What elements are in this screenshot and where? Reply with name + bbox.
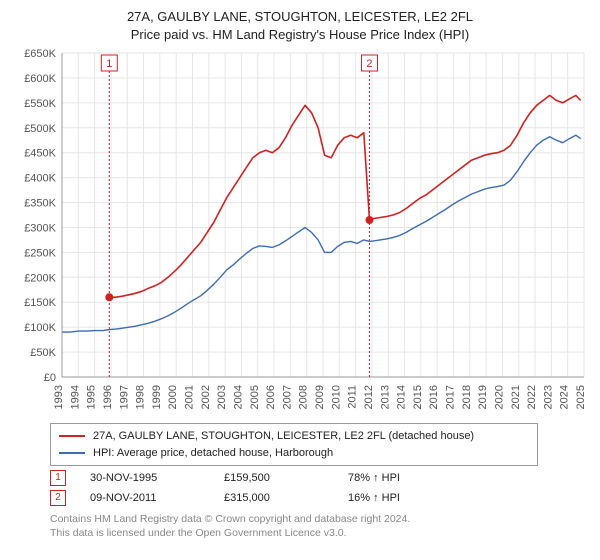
marker-pct-1: 78% ↑ HPI xyxy=(348,472,400,484)
svg-text:£500K: £500K xyxy=(24,123,56,135)
legend: 27A, GAULBY LANE, STOUGHTON, LEICESTER, … xyxy=(50,423,538,466)
svg-text:£650K: £650K xyxy=(24,48,56,60)
svg-text:1999: 1999 xyxy=(151,385,163,409)
marker-date-1: 30-NOV-1995 xyxy=(90,472,200,484)
footer-license: Contains HM Land Registry data © Crown c… xyxy=(50,512,590,540)
svg-text:2009: 2009 xyxy=(314,385,326,409)
svg-text:2025: 2025 xyxy=(575,385,587,409)
footer-line-1: Contains HM Land Registry data © Crown c… xyxy=(50,512,590,526)
svg-text:2016: 2016 xyxy=(428,385,440,409)
svg-text:2014: 2014 xyxy=(396,385,408,409)
svg-text:2: 2 xyxy=(366,58,372,70)
svg-text:£550K: £550K xyxy=(24,98,56,110)
legend-row-property: 27A, GAULBY LANE, STOUGHTON, LEICESTER, … xyxy=(59,428,529,445)
svg-text:£450K: £450K xyxy=(24,148,56,160)
svg-text:1997: 1997 xyxy=(118,385,130,409)
svg-text:2005: 2005 xyxy=(249,385,261,409)
svg-text:1993: 1993 xyxy=(53,385,65,409)
title-line-1: 27A, GAULBY LANE, STOUGHTON, LEICESTER, … xyxy=(10,8,590,26)
svg-text:2008: 2008 xyxy=(298,385,310,409)
svg-text:1994: 1994 xyxy=(69,385,81,409)
marker-pct-2: 16% ↑ HPI xyxy=(348,492,400,504)
svg-text:£300K: £300K xyxy=(24,223,56,235)
svg-text:1998: 1998 xyxy=(135,385,147,409)
svg-text:£0: £0 xyxy=(44,372,56,384)
legend-row-hpi: HPI: Average price, detached house, Harb… xyxy=(59,445,529,462)
svg-text:2022: 2022 xyxy=(526,385,538,409)
chart-title: 27A, GAULBY LANE, STOUGHTON, LEICESTER, … xyxy=(10,8,590,43)
svg-text:£100K: £100K xyxy=(24,322,56,334)
footer-line-2: This data is licensed under the Open Gov… xyxy=(50,526,590,540)
marker-num-2: 2 xyxy=(50,490,66,506)
svg-text:2010: 2010 xyxy=(330,385,342,409)
svg-text:2023: 2023 xyxy=(542,385,554,409)
svg-text:£200K: £200K xyxy=(24,272,56,284)
marker-row-1: 1 30-NOV-1995 £159,500 78% ↑ HPI xyxy=(50,470,590,486)
svg-text:2007: 2007 xyxy=(281,385,293,409)
chart-plot-area: £0 £50K £100K £150K £200K £250K £300K £350K £400… xyxy=(10,47,590,417)
svg-text:2015: 2015 xyxy=(412,385,424,409)
legend-swatch-hpi xyxy=(59,452,85,454)
svg-text:2021: 2021 xyxy=(510,385,522,409)
svg-text:1996: 1996 xyxy=(102,385,114,409)
legend-label-property: 27A, GAULBY LANE, STOUGHTON, LEICESTER, … xyxy=(93,428,474,445)
legend-label-hpi: HPI: Average price, detached house, Harb… xyxy=(93,445,333,462)
svg-text:2019: 2019 xyxy=(477,385,489,409)
svg-text:£600K: £600K xyxy=(24,73,56,85)
chart-container: 27A, GAULBY LANE, STOUGHTON, LEICESTER, … xyxy=(0,0,600,546)
svg-text:£250K: £250K xyxy=(24,247,56,259)
svg-text:2003: 2003 xyxy=(216,385,228,409)
sale-markers-table: 1 30-NOV-1995 £159,500 78% ↑ HPI 2 09-NO… xyxy=(50,470,590,506)
marker-num-1: 1 xyxy=(50,470,66,486)
svg-text:2013: 2013 xyxy=(379,385,391,409)
svg-text:£400K: £400K xyxy=(24,173,56,185)
svg-text:2020: 2020 xyxy=(493,385,505,409)
svg-text:2001: 2001 xyxy=(184,385,196,409)
marker-row-2: 2 09-NOV-2011 £315,000 16% ↑ HPI xyxy=(50,490,590,506)
legend-swatch-property xyxy=(59,435,85,437)
title-line-2: Price paid vs. HM Land Registry's House … xyxy=(10,26,590,44)
svg-text:2002: 2002 xyxy=(200,385,212,409)
svg-text:2000: 2000 xyxy=(167,385,179,409)
svg-text:2024: 2024 xyxy=(559,385,571,409)
svg-text:£350K: £350K xyxy=(24,198,56,210)
svg-text:1995: 1995 xyxy=(86,385,98,409)
marker-price-2: £315,000 xyxy=(224,492,324,504)
marker-date-2: 09-NOV-2011 xyxy=(90,492,200,504)
svg-text:2018: 2018 xyxy=(461,385,473,409)
svg-text:1: 1 xyxy=(106,58,112,70)
svg-text:2011: 2011 xyxy=(347,385,359,409)
svg-text:2017: 2017 xyxy=(445,385,457,409)
svg-text:£150K: £150K xyxy=(24,297,56,309)
svg-text:2006: 2006 xyxy=(265,385,277,409)
marker-price-1: £159,500 xyxy=(224,472,324,484)
svg-text:£50K: £50K xyxy=(30,347,56,359)
svg-text:2004: 2004 xyxy=(232,385,244,409)
svg-text:2012: 2012 xyxy=(363,385,375,409)
